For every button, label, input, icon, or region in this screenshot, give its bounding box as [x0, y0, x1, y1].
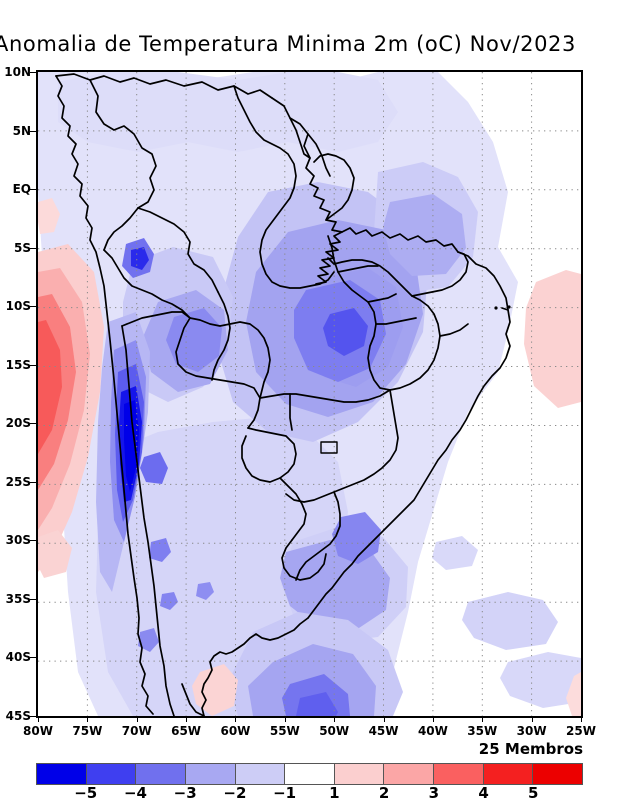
x-axis-label: 30W — [516, 724, 547, 738]
y-axis-label: 45S — [5, 709, 31, 723]
x-axis-tick — [383, 716, 385, 722]
x-axis-label: 45W — [368, 724, 399, 738]
x-axis-label: 55W — [269, 724, 300, 738]
colorbar-tick-label: 5 — [528, 784, 539, 802]
y-axis-label: 15S — [5, 357, 31, 372]
x-axis-tick — [482, 716, 484, 722]
y-axis-tick — [30, 306, 36, 308]
colorbar-cell — [37, 764, 87, 784]
anomaly-shading-layer — [38, 72, 581, 716]
colorbar-tick-label: 1 — [329, 784, 340, 802]
y-axis-label: 35S — [5, 591, 31, 606]
y-axis-label: 5N — [12, 123, 31, 138]
colorbar-cell — [235, 764, 286, 784]
x-axis-label: 70W — [121, 724, 152, 738]
x-axis-tick — [284, 716, 286, 722]
x-axis-label: 35W — [467, 724, 498, 738]
y-axis-label: 30S — [5, 533, 31, 548]
colorbar-cell — [185, 764, 236, 784]
members-label: 25 Membros — [478, 740, 583, 758]
x-axis-tick — [186, 716, 188, 722]
colorbar-tick-label: 3 — [428, 784, 440, 802]
colorbar-cell — [136, 764, 186, 784]
colorbar-tick-label: −4 — [123, 784, 147, 802]
colorbar-cell — [533, 764, 583, 784]
coastline-and-borders — [55, 73, 511, 716]
x-axis-tick — [235, 716, 237, 722]
colorbar-cell — [384, 764, 435, 784]
colorbar-tick-label: 2 — [378, 784, 390, 802]
colorbar — [36, 763, 583, 785]
colorbar-tick-label: −2 — [223, 784, 247, 802]
y-axis-tick — [30, 657, 36, 659]
colorbar-tick-label: −5 — [74, 784, 98, 802]
y-axis-tick — [30, 540, 36, 542]
island-dots — [494, 305, 511, 310]
y-axis-label: EQ — [12, 182, 31, 197]
y-axis-tick — [30, 423, 36, 425]
x-axis-tick — [531, 716, 533, 722]
y-axis-tick — [30, 364, 36, 366]
x-axis-label: 25W — [566, 724, 596, 738]
x-axis-tick — [38, 716, 39, 722]
x-axis-tick — [334, 716, 336, 722]
y-axis-tick — [30, 130, 36, 132]
y-axis-tick — [30, 189, 36, 191]
colorbar-cell — [434, 764, 484, 784]
y-axis-tick — [30, 716, 36, 717]
y-axis-label: 20S — [5, 416, 31, 431]
x-axis-label: 60W — [220, 724, 251, 738]
map-plot-frame — [36, 70, 583, 718]
x-axis-label: 65W — [171, 724, 202, 738]
y-axis-tick — [30, 598, 36, 600]
y-axis-tick — [30, 72, 36, 73]
x-axis-label: 75W — [72, 724, 103, 738]
x-axis-tick — [87, 716, 89, 722]
page-title: Anomalia de Temperatura Minima 2m (oC) N… — [0, 32, 576, 56]
x-axis-tick — [432, 716, 434, 722]
x-axis-label: 80W — [23, 724, 53, 738]
map-svg — [38, 72, 581, 716]
y-axis-label: 10S — [5, 299, 31, 314]
x-axis-label: 40W — [417, 724, 448, 738]
colorbar-cell — [483, 764, 534, 784]
y-axis-tick — [30, 481, 36, 483]
y-axis-tick — [30, 247, 36, 249]
colorbar-tick-label: 4 — [478, 784, 489, 802]
y-axis-label: 10N — [4, 65, 31, 79]
colorbar-tick-label: −1 — [273, 784, 297, 802]
colorbar-cell — [86, 764, 137, 784]
y-axis-label: 5S — [14, 240, 31, 255]
map-canvas — [38, 72, 581, 716]
x-axis-label: 50W — [319, 724, 350, 738]
colorbar-swatches — [36, 763, 583, 785]
y-axis-label: 25S — [5, 474, 31, 489]
colorbar-cell — [285, 764, 335, 784]
x-axis-tick — [581, 716, 582, 722]
y-axis-label: 40S — [5, 650, 31, 665]
colorbar-tick-label: −3 — [173, 784, 197, 802]
colorbar-cell — [334, 764, 385, 784]
x-axis-tick — [136, 716, 138, 722]
